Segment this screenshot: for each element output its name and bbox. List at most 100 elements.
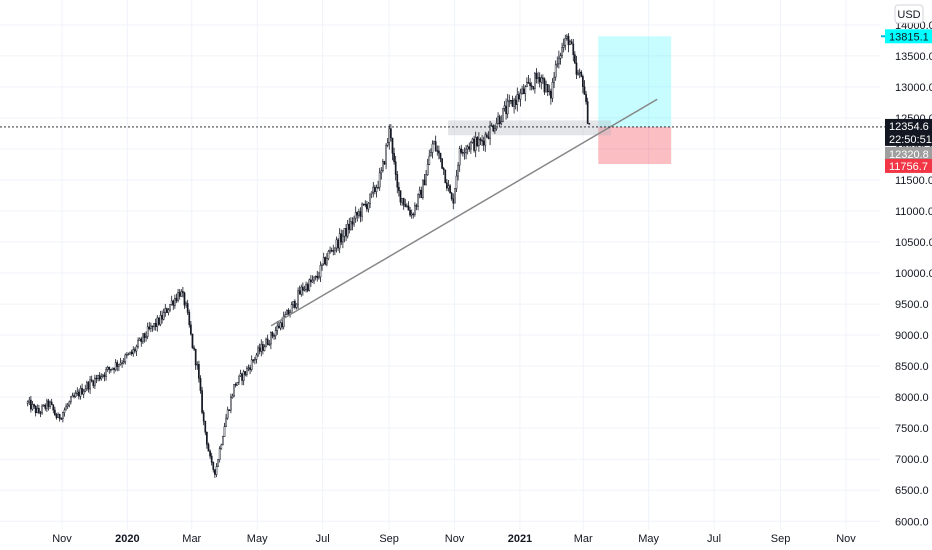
candle-body [164, 308, 167, 313]
candle-body [476, 137, 479, 147]
candle-body [130, 351, 133, 355]
candle-body [489, 125, 491, 139]
candle-body [535, 73, 538, 79]
candle-body [550, 90, 552, 99]
candle-body [559, 55, 562, 59]
candle-body [486, 134, 488, 138]
candle-body [282, 315, 285, 328]
candle-body [538, 77, 541, 83]
price-tag-countdown: 22:50:51 [885, 131, 932, 146]
candle-body [433, 141, 435, 145]
candle-body [465, 148, 467, 153]
candle-body [209, 450, 211, 457]
x-tick-label: Jul [707, 533, 721, 545]
candle-body [386, 142, 389, 146]
candle-body [546, 83, 549, 93]
time-axis[interactable]: Nov 2020 Mar May Jul Sep Nov 2021 Mar May Jul Sep No… [52, 533, 856, 545]
candle-body [505, 105, 507, 115]
candle-body [134, 349, 136, 352]
candle-body [487, 136, 490, 139]
candle-body [302, 286, 304, 291]
candle-body [460, 148, 463, 153]
candle-body [554, 64, 557, 78]
y-tick-label: 13000.0 [895, 82, 932, 94]
candle-body [254, 359, 256, 361]
candle-body [377, 186, 379, 189]
candle-body [44, 404, 47, 409]
candle-body [567, 35, 570, 46]
candle-body [474, 137, 477, 151]
candle-body [370, 191, 373, 195]
candle-body [570, 41, 573, 45]
candle-body [481, 140, 483, 142]
candle-body [300, 286, 303, 295]
candle-body [114, 362, 117, 370]
y-tick-label: 13500.0 [895, 51, 932, 63]
candle-body [353, 217, 355, 225]
candle-body [409, 209, 411, 216]
candle-body [71, 395, 74, 398]
candle-body [484, 134, 487, 146]
price-tag-entry: 12320.8 [885, 146, 932, 161]
trendline[interactable] [270, 98, 658, 327]
x-tick-label: 2021 [508, 533, 532, 545]
y-tick-label: 10000.0 [895, 268, 932, 280]
candle-body [401, 198, 403, 203]
candle-body [337, 239, 339, 249]
candle-body [52, 404, 55, 411]
candle-body [180, 291, 183, 297]
candle-body [346, 223, 349, 237]
x-tick-label: Nov [836, 533, 856, 545]
x-tick-label: Nov [445, 533, 465, 545]
candle-body [206, 431, 208, 445]
candle-body [106, 367, 109, 370]
candle-body [372, 186, 375, 193]
price-tag-text: 12354.6 [889, 121, 929, 133]
candle-body [303, 288, 306, 291]
candle-body [380, 170, 383, 174]
candle-body [153, 323, 155, 328]
candle-body [463, 152, 466, 154]
candle-body [73, 395, 75, 397]
candle-body [247, 367, 250, 369]
candle-body [415, 205, 418, 207]
candle-body [586, 101, 589, 124]
candle-body [506, 100, 509, 115]
candle-body [278, 325, 280, 329]
currency-button[interactable]: USD [894, 4, 924, 24]
currency-label: USD [897, 9, 920, 21]
stop-zone [598, 126, 672, 165]
candle-body [326, 258, 328, 265]
y-tick-label: 7000.0 [895, 454, 929, 466]
candle-body [140, 338, 143, 343]
candle-body [287, 309, 290, 315]
candle-body [382, 161, 384, 172]
candle-body [577, 72, 579, 75]
candle-body [55, 414, 58, 418]
candle-body [332, 250, 335, 252]
candle-body [31, 404, 34, 410]
candle-body [214, 469, 216, 475]
candle-body [516, 94, 519, 105]
candle-body [220, 444, 223, 449]
candle-body [582, 76, 584, 88]
candle-body [116, 362, 119, 367]
candle-body [393, 153, 395, 162]
candle-body [578, 71, 581, 74]
candle-body [87, 382, 90, 390]
candle-body [66, 404, 69, 407]
candle-body [190, 324, 192, 335]
candle-body [526, 82, 528, 87]
candle-body [558, 57, 560, 65]
price-axis[interactable]: 6000.0 6500.0 7000.0 7500.0 8000.0 8500.0 9000… [895, 20, 932, 528]
candle-body [471, 138, 474, 143]
candle-body [518, 94, 520, 100]
candle-body [223, 426, 226, 437]
candle-body [308, 279, 311, 291]
candle-body [442, 168, 445, 171]
candle-body [492, 125, 495, 132]
candle-body [361, 203, 363, 217]
candle-body [420, 189, 423, 198]
